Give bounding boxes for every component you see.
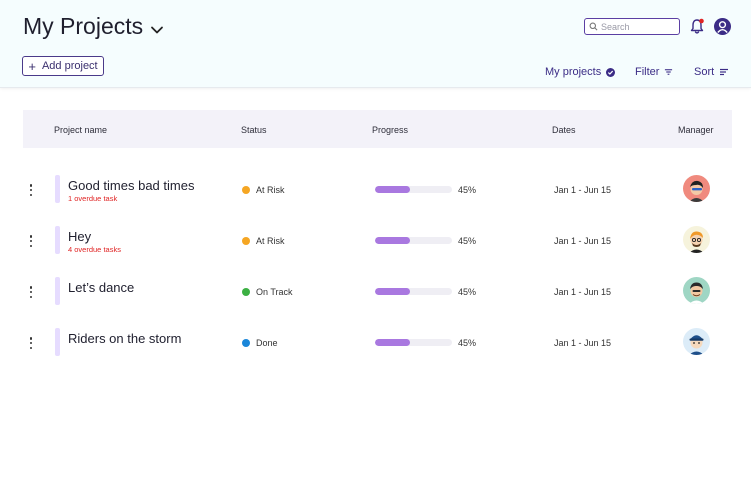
table-header: Project name Status Progress Dates Manag… [23,110,732,148]
overdue-tasks-label: 4 overdue tasks [68,245,121,254]
row-accent-bar [55,328,60,356]
more-options-icon[interactable] [27,183,35,197]
column-header-status[interactable]: Status [241,125,267,135]
date-range: Jan 1 - Jun 15 [554,185,612,195]
column-header-manager[interactable]: Manager [678,125,714,135]
project-name[interactable]: Hey [68,229,92,244]
table-row[interactable]: Hey 4 overdue tasks At Risk 45% Jan 1 - … [23,222,732,273]
progress-bar-fill [375,186,410,193]
more-options-icon[interactable] [27,234,35,248]
filter-button[interactable]: Filter [635,66,673,78]
progress-percent: 45% [458,287,477,297]
page-header: My Projects + Add project My projects Fi… [0,0,751,88]
page-title[interactable]: My Projects [23,13,165,40]
check-circle-icon [606,67,616,77]
progress-bar [375,237,452,244]
status-dot-icon [242,186,250,194]
manager-avatar[interactable] [683,328,710,355]
date-range: Jan 1 - Jun 15 [554,287,612,297]
table-row[interactable]: Good times bad times 1 overdue task At R… [23,171,732,222]
status-label: At Risk [256,236,285,246]
status-badge: Done [242,338,278,348]
manager-avatar[interactable] [683,277,710,304]
filter-label: Filter [635,66,660,78]
search-input[interactable] [601,21,677,32]
more-options-icon[interactable] [27,336,35,350]
row-accent-bar [55,175,60,203]
manager-avatar[interactable] [683,226,710,253]
progress-bar-fill [375,237,410,244]
date-range: Jan 1 - Jun 15 [554,338,612,348]
column-header-project-name[interactable]: Project name [54,125,108,135]
column-header-progress[interactable]: Progress [372,125,409,135]
progress-bar-fill [375,339,410,346]
add-project-label: Add project [41,60,98,72]
notification-bell-icon[interactable] [689,18,705,35]
status-dot-icon [242,288,250,296]
filter-icon [665,69,673,75]
sort-icon [720,68,729,76]
column-header-dates[interactable]: Dates [552,125,576,135]
my-projects-label: My projects [545,66,602,78]
status-label: On Track [256,287,293,297]
progress-percent: 45% [458,185,477,195]
progress-bar [375,186,452,193]
sort-button[interactable]: Sort [694,66,729,78]
project-name[interactable]: Let’s dance [68,280,135,295]
table-row[interactable]: Riders on the storm Done 45% Jan 1 - Jun… [23,324,732,375]
overdue-tasks-label: 1 overdue task [68,194,118,203]
row-accent-bar [55,226,60,254]
my-projects-filter[interactable]: My projects [545,66,616,78]
chevron-down-icon[interactable] [149,22,165,38]
search-box[interactable] [584,18,680,35]
project-name[interactable]: Riders on the storm [68,331,182,346]
status-label: Done [256,338,278,348]
status-dot-icon [242,237,250,245]
status-badge: On Track [242,287,293,297]
add-project-button[interactable]: + Add project [22,56,104,76]
progress-bar [375,288,452,295]
sort-label: Sort [694,66,715,78]
project-name[interactable]: Good times bad times [68,178,195,193]
table-row[interactable]: Let’s dance On Track 45% Jan 1 - Jun 15 [23,273,732,324]
progress-bar [375,339,452,346]
row-accent-bar [55,277,60,305]
page-title-text: My Projects [23,13,144,39]
status-dot-icon [242,339,250,347]
progress-percent: 45% [458,338,477,348]
search-icon [589,22,598,31]
date-range: Jan 1 - Jun 15 [554,236,612,246]
plus-icon: + [28,58,36,74]
status-badge: At Risk [242,185,285,195]
status-badge: At Risk [242,236,285,246]
more-options-icon[interactable] [27,285,35,299]
user-account-icon[interactable] [714,18,731,35]
progress-percent: 45% [458,236,477,246]
manager-avatar[interactable] [683,175,710,202]
progress-bar-fill [375,288,410,295]
status-label: At Risk [256,185,285,195]
